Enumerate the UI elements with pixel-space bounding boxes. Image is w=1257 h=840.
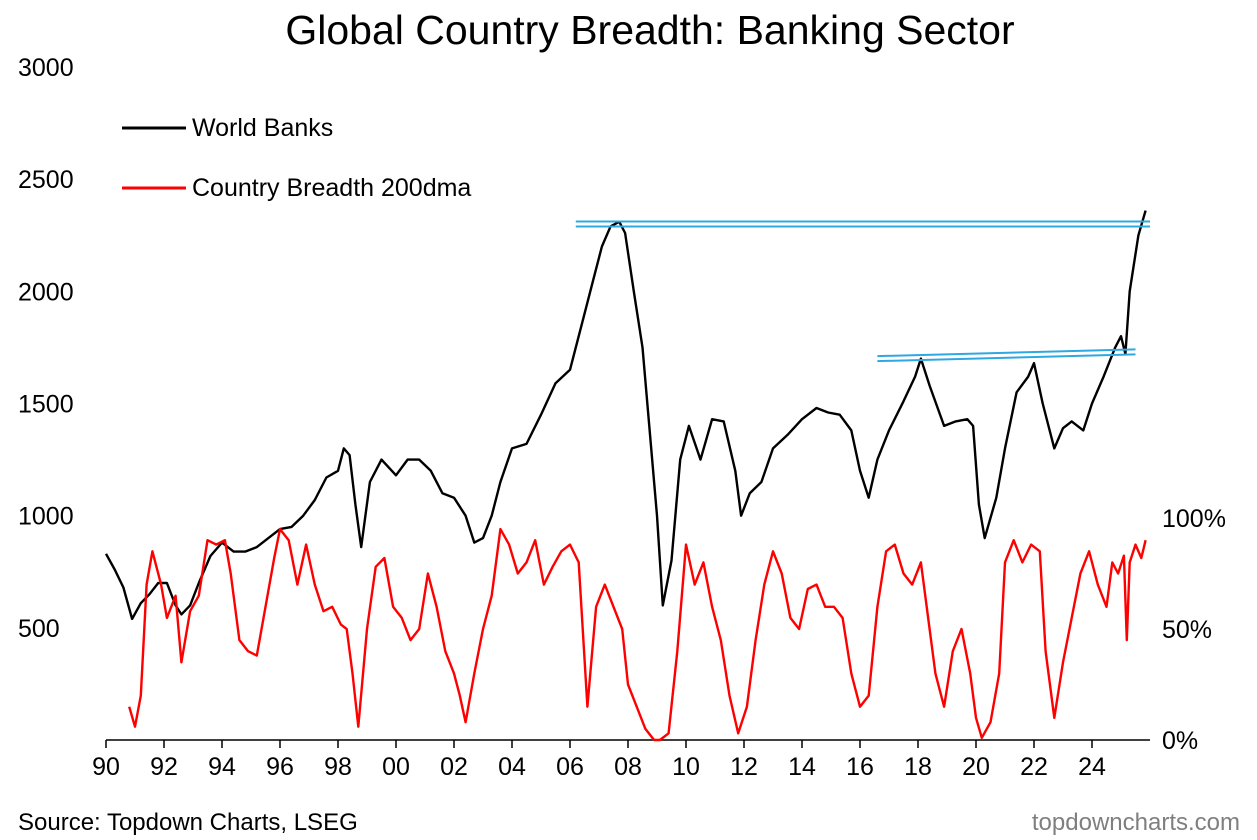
right-tick-100: 100% xyxy=(1162,505,1226,533)
resistance-line-2-2 xyxy=(877,353,1136,363)
x-tick-18: 18 xyxy=(904,753,932,781)
x-tick-22: 22 xyxy=(1020,753,1048,781)
x-tick-90: 90 xyxy=(92,753,120,781)
watermark: topdowncharts.com xyxy=(1032,809,1240,836)
x-tick-24: 24 xyxy=(1078,753,1106,781)
left-tick-3000: 3000 xyxy=(18,54,74,82)
right-tick-0: 0% xyxy=(1162,727,1198,755)
right-axis-ticks: 0% 50% 100% xyxy=(1162,505,1226,755)
legend-label-country-breadth: Country Breadth 200dma xyxy=(192,174,471,202)
x-tick-92: 92 xyxy=(150,753,178,781)
left-tick-500: 500 xyxy=(18,615,60,643)
x-tick-06: 06 xyxy=(556,753,584,781)
left-tick-2000: 2000 xyxy=(18,278,74,306)
legend-label-world-banks: World Banks xyxy=(192,114,333,142)
right-tick-50: 50% xyxy=(1162,616,1212,644)
chart-title: Global Country Breadth: Banking Sector xyxy=(285,7,1014,53)
x-tick-02: 02 xyxy=(440,753,468,781)
x-tick-00: 00 xyxy=(382,753,410,781)
legend: World Banks Country Breadth 200dma xyxy=(122,114,471,202)
x-tick-98: 98 xyxy=(324,753,352,781)
x-axis: 90 92 94 96 98 00 02 04 06 08 10 12 14 16 18 20 22 24 xyxy=(92,739,1150,781)
x-tick-12: 12 xyxy=(730,753,758,781)
series-layer xyxy=(104,210,1147,742)
x-tick-16: 16 xyxy=(846,753,874,781)
left-tick-1000: 1000 xyxy=(18,503,74,531)
resistance-line-2-1 xyxy=(877,348,1136,358)
x-tick-20: 20 xyxy=(962,753,990,781)
x-tick-10: 10 xyxy=(672,753,700,781)
left-axis-ticks: 500 1000 1500 2000 2500 3000 xyxy=(18,54,74,643)
source-note: Source: Topdown Charts, LSEG xyxy=(18,809,358,836)
x-tick-96: 96 xyxy=(266,753,294,781)
x-tick-04: 04 xyxy=(498,753,526,781)
x-tick-14: 14 xyxy=(788,753,816,781)
x-tick-94: 94 xyxy=(208,753,236,781)
series-line-world-banks xyxy=(104,210,1147,621)
annotation-layer xyxy=(575,220,1150,363)
x-tick-08: 08 xyxy=(614,753,642,781)
left-tick-1500: 1500 xyxy=(18,391,74,419)
left-tick-2500: 2500 xyxy=(18,166,74,194)
series-line-country-breadth xyxy=(128,527,1147,742)
